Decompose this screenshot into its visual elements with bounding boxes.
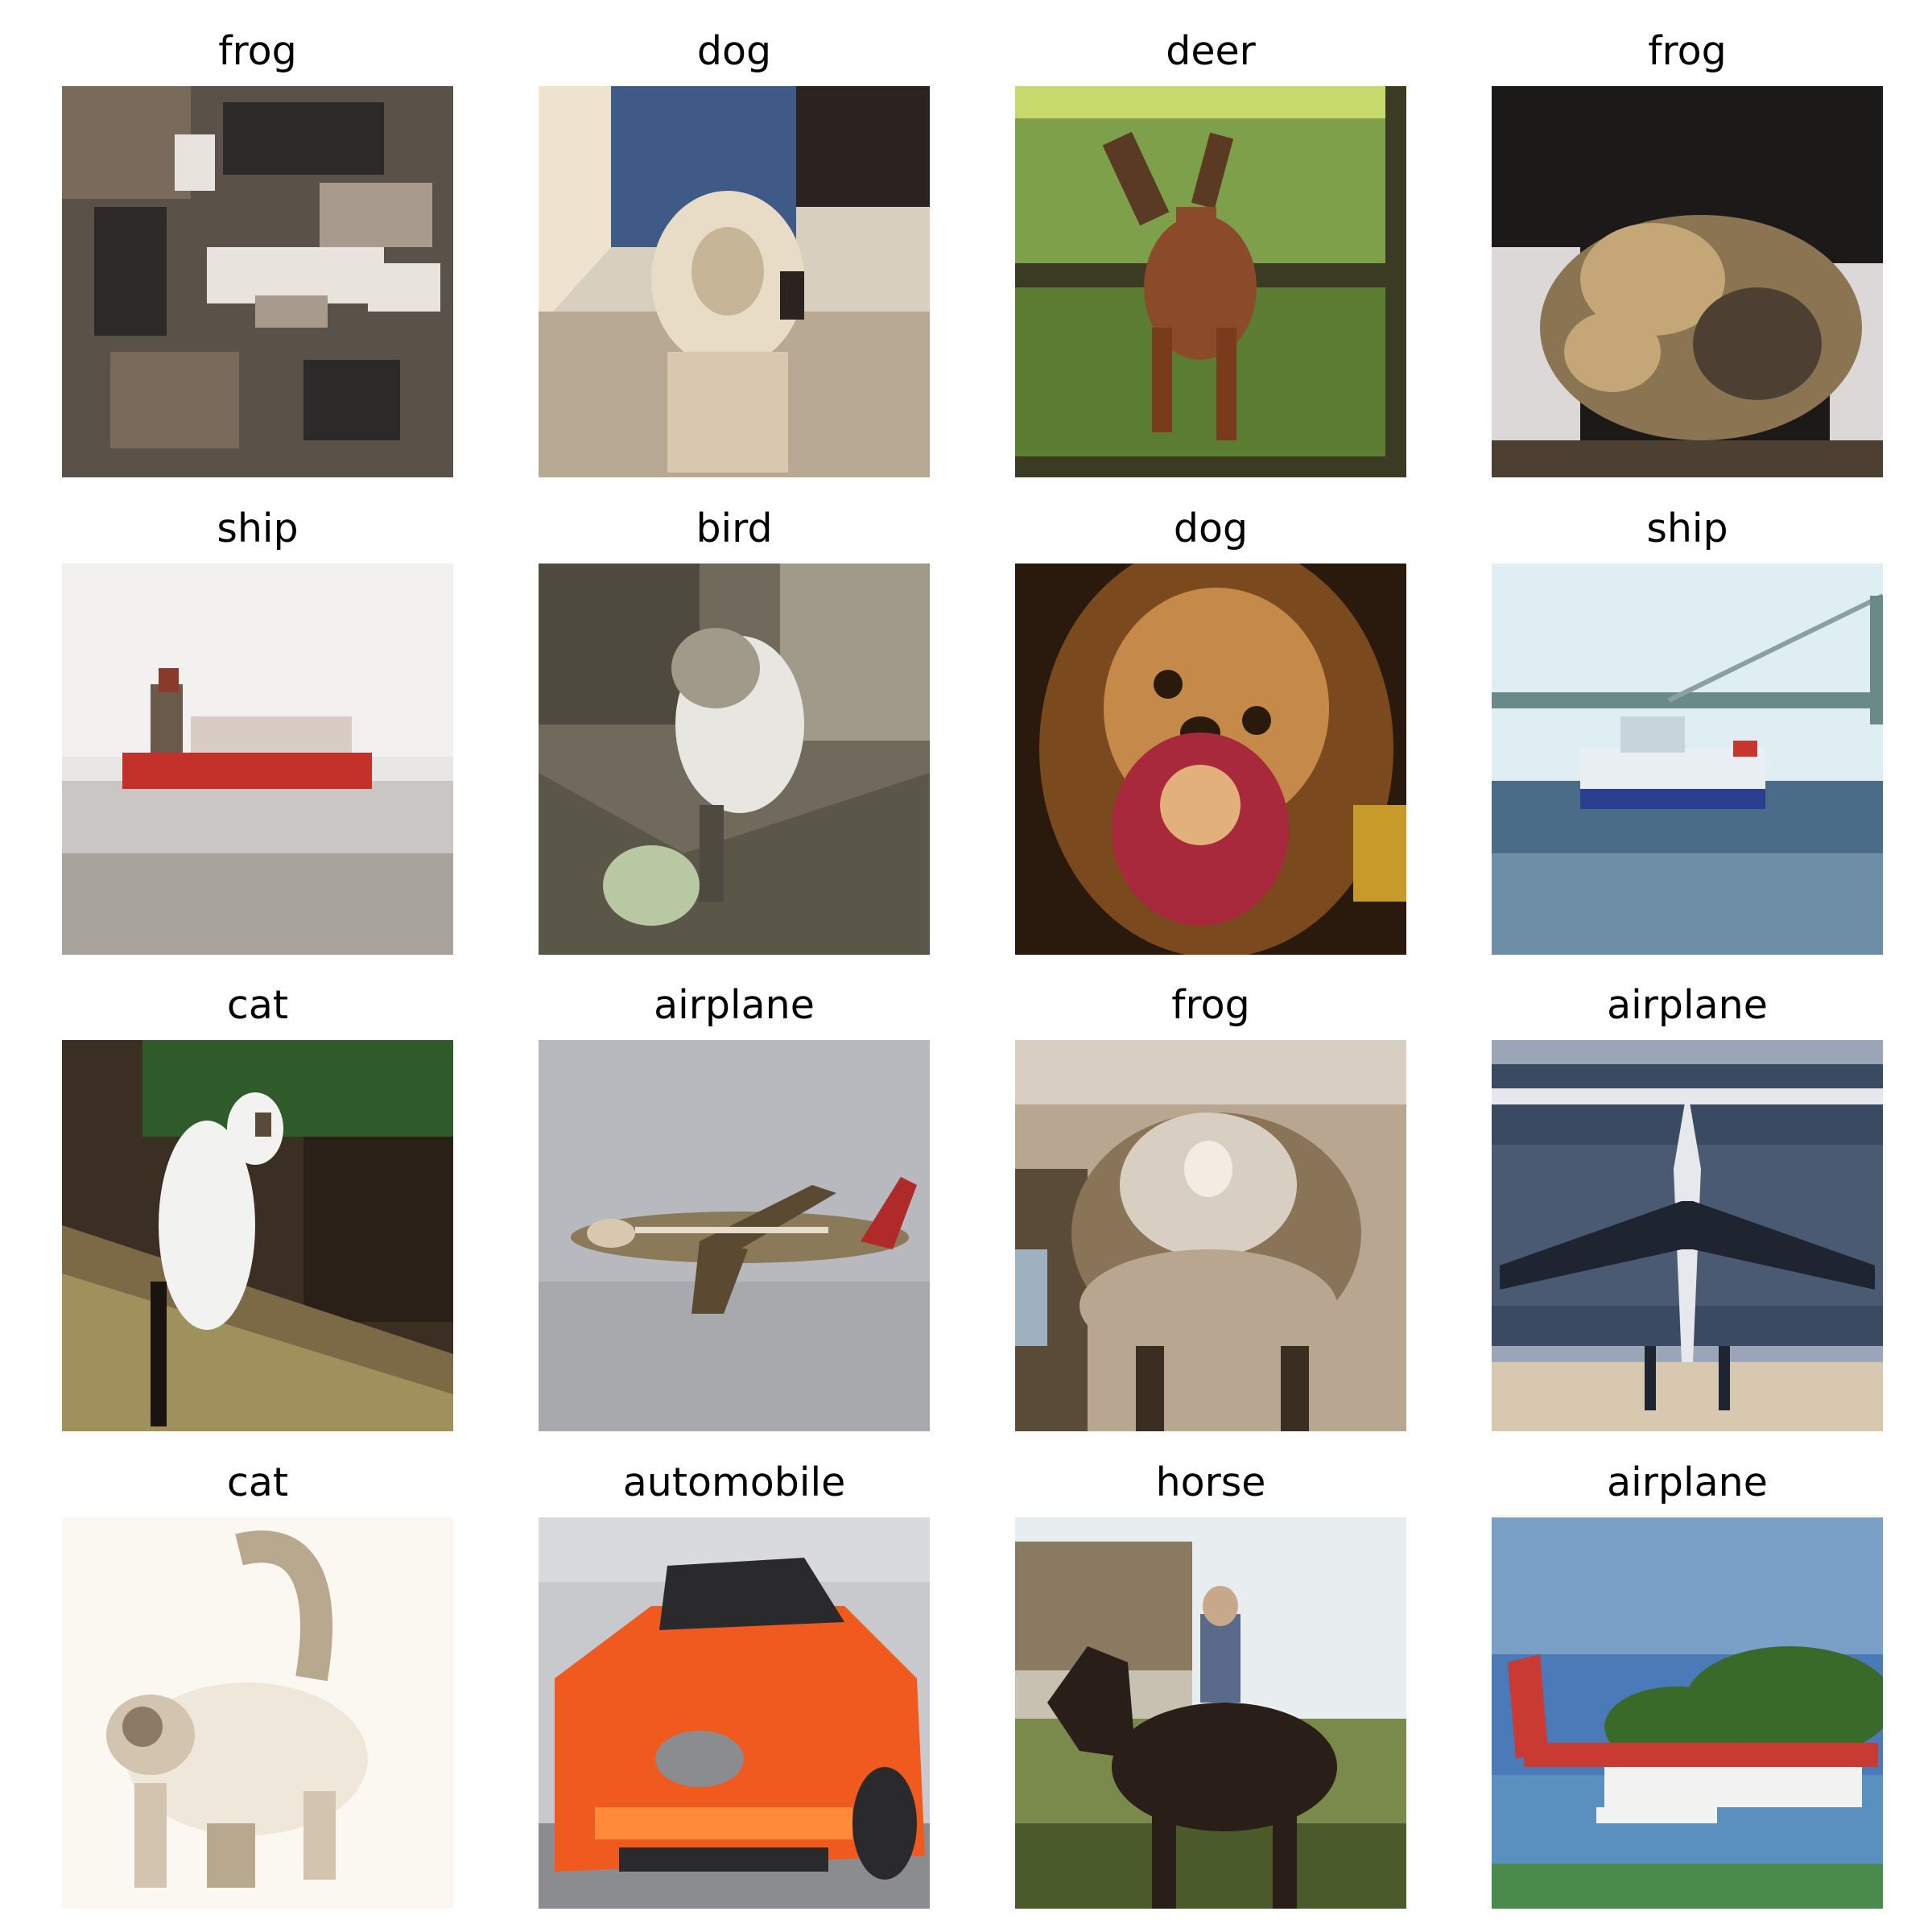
horse-picture bbox=[1015, 1517, 1406, 1909]
frog-picture bbox=[1492, 86, 1883, 477]
cat-image bbox=[62, 1517, 453, 1909]
ship-image bbox=[62, 564, 453, 955]
dog-image bbox=[539, 86, 930, 477]
cat-image bbox=[62, 1040, 453, 1431]
cat-picture bbox=[62, 1040, 453, 1431]
tile-label: cat bbox=[226, 1459, 289, 1505]
tile-label: ship bbox=[1646, 506, 1728, 551]
tile-label: airplane bbox=[1607, 982, 1768, 1028]
frog-image bbox=[1015, 1040, 1406, 1431]
tile-label: frog bbox=[1171, 982, 1250, 1028]
deer-picture bbox=[1015, 86, 1406, 477]
cat-picture bbox=[62, 1517, 453, 1909]
airplane-picture bbox=[1492, 1517, 1883, 1909]
tile-label: horse bbox=[1155, 1459, 1266, 1505]
tile-label: cat bbox=[226, 982, 289, 1028]
airplane-image bbox=[1492, 1517, 1883, 1909]
tile-label: dog bbox=[696, 28, 772, 74]
tile-label: ship bbox=[217, 506, 299, 551]
frog-picture bbox=[1015, 1040, 1406, 1431]
bird-image bbox=[539, 564, 930, 955]
ship-picture bbox=[1492, 564, 1883, 955]
tile-label: airplane bbox=[654, 982, 815, 1028]
airplane-picture bbox=[539, 1040, 930, 1431]
ship-image bbox=[1492, 564, 1883, 955]
frog-picture bbox=[62, 86, 453, 477]
tile-label: automobile bbox=[622, 1459, 846, 1505]
tile-label: airplane bbox=[1607, 1459, 1768, 1505]
airplane-image bbox=[1492, 1040, 1883, 1431]
frog-image bbox=[1492, 86, 1883, 477]
automobile-picture bbox=[539, 1517, 930, 1909]
dog-picture bbox=[1015, 564, 1406, 955]
airplane-image bbox=[539, 1040, 930, 1431]
tile-label: bird bbox=[696, 506, 773, 551]
deer-image bbox=[1015, 86, 1406, 477]
airplane-picture bbox=[1492, 1040, 1883, 1431]
tile-label: frog bbox=[218, 28, 297, 74]
horse-image bbox=[1015, 1517, 1406, 1909]
tile-label: frog bbox=[1648, 28, 1727, 74]
automobile-image bbox=[539, 1517, 930, 1909]
bird-picture bbox=[539, 564, 930, 955]
dog-image bbox=[1015, 564, 1406, 955]
tile-label: deer bbox=[1166, 28, 1256, 74]
tile-label: dog bbox=[1173, 506, 1249, 551]
ship-picture bbox=[62, 564, 453, 955]
frog-image bbox=[62, 86, 453, 477]
dog-picture bbox=[539, 86, 930, 477]
